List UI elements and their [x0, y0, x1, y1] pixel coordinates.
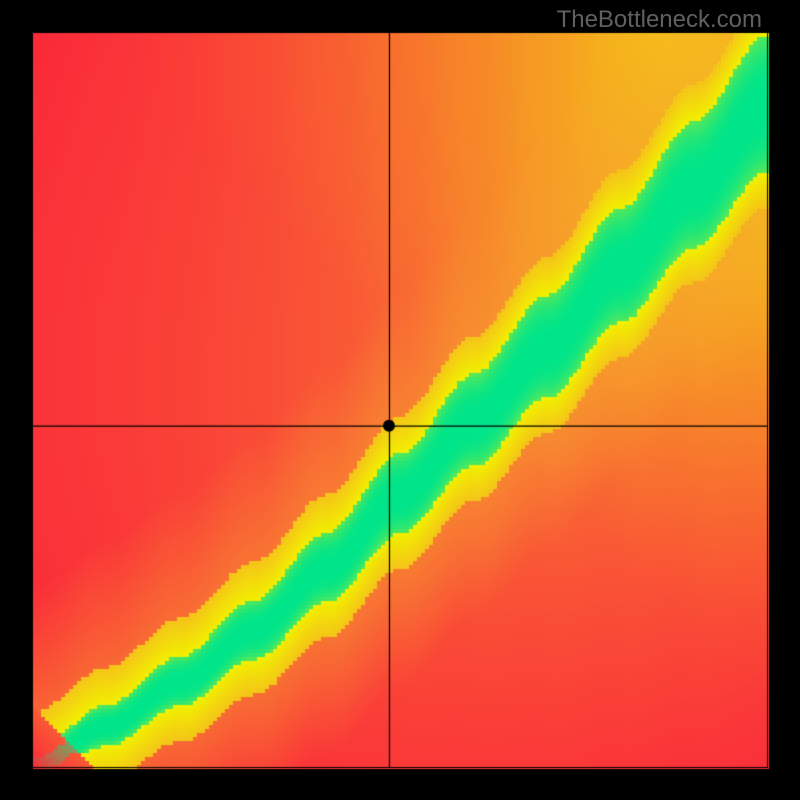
- watermark-label: TheBottleneck.com: [557, 6, 762, 34]
- chart-container: TheBottleneck.com: [0, 0, 800, 800]
- bottleneck-heatmap: [0, 0, 800, 800]
